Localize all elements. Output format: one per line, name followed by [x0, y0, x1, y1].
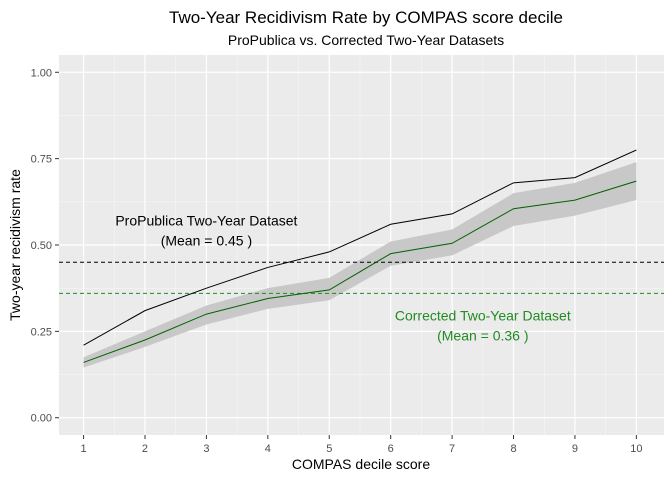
y-tick-labels: 0.00 0.25 0.50 0.75 1.00	[31, 67, 52, 424]
chart-subtitle: ProPublica vs. Corrected Two-Year Datase…	[228, 32, 504, 48]
confidence-band-layer	[83, 162, 637, 368]
x-tick-label: 9	[572, 443, 578, 455]
y-tick-label: 0.00	[31, 413, 52, 425]
reference-lines	[59, 261, 664, 294]
x-tick-label: 10	[630, 443, 642, 455]
y-tick-label: 0.25	[31, 326, 52, 338]
annotation-text: (Mean = 0.36 )	[437, 328, 528, 344]
annotation-text: Corrected Two-Year Dataset	[395, 308, 571, 324]
axis-ticks	[55, 71, 637, 439]
x-tick-label: 6	[388, 443, 394, 455]
x-tick-label: 7	[449, 443, 455, 455]
x-tick-label: 3	[203, 443, 209, 455]
x-tick-labels: 1 2 3 4 5 6 7 8 9 10	[81, 443, 643, 455]
series-line	[83, 180, 637, 363]
x-tick-label: 4	[265, 443, 271, 455]
grid-major	[59, 55, 664, 435]
annotation-text: (Mean = 0.45 )	[161, 233, 252, 249]
y-tick-label: 1.00	[31, 67, 52, 79]
annotation-layer: ProPublica Two-Year Dataset (Mean = 0.45 …	[115, 213, 570, 344]
y-axis-label: Two-year recidivism rate	[7, 169, 23, 321]
chart-title: Two-Year Recidivism Rate by COMPAS score…	[169, 8, 563, 27]
x-tick-label: 8	[510, 443, 516, 455]
x-axis-label: COMPAS decile score	[292, 456, 430, 472]
annotation-text: ProPublica Two-Year Dataset	[115, 213, 297, 229]
x-tick-label: 1	[81, 443, 87, 455]
x-tick-label: 2	[142, 443, 148, 455]
y-tick-label: 0.75	[31, 154, 52, 166]
series-lines	[83, 149, 637, 363]
x-tick-label: 5	[326, 443, 332, 455]
series-line	[83, 149, 637, 346]
y-tick-label: 0.50	[31, 240, 52, 252]
confidence-band	[83, 162, 637, 368]
